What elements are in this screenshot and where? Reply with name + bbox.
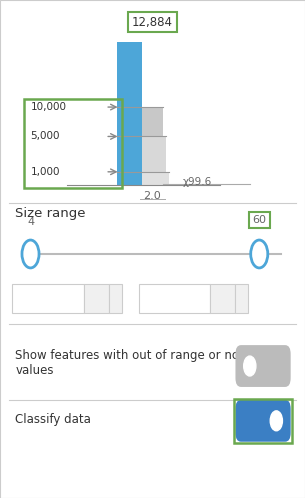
Text: Classify data: Classify data [15,413,91,426]
Text: 2.0: 2.0 [144,191,161,201]
Text: 4: 4 [27,217,34,227]
FancyBboxPatch shape [235,345,291,387]
Text: 60: 60 [151,294,165,304]
Circle shape [22,240,39,268]
Bar [24,99,122,188]
FancyBboxPatch shape [235,400,291,442]
Text: px: px [90,294,103,304]
Bar [84,284,109,313]
Bar [109,284,122,313]
Text: 1,000: 1,000 [30,167,60,177]
Text: 12,884: 12,884 [132,16,173,29]
Text: 4: 4 [24,294,31,304]
Text: Size range: Size range [15,207,86,220]
Bar [139,284,210,313]
Circle shape [244,356,256,376]
Bar [235,284,248,313]
Text: 5,000: 5,000 [30,131,60,141]
Text: 60: 60 [252,215,266,225]
Bar [117,42,142,185]
Bar [12,284,84,313]
Bar [210,284,235,313]
Text: ▼: ▼ [240,303,244,308]
Text: ▲: ▲ [240,290,244,295]
Text: px: px [217,294,229,304]
Bar [142,107,163,185]
Circle shape [270,411,282,431]
Bar [142,136,166,185]
Text: ▼: ▼ [113,303,117,308]
Text: χ99.6: χ99.6 [183,177,212,187]
Text: 10,000: 10,000 [30,102,66,112]
Text: ▲: ▲ [113,290,117,295]
Text: Show features with out of range or no
values: Show features with out of range or no va… [15,349,239,376]
Bar [142,172,169,185]
Circle shape [251,240,268,268]
